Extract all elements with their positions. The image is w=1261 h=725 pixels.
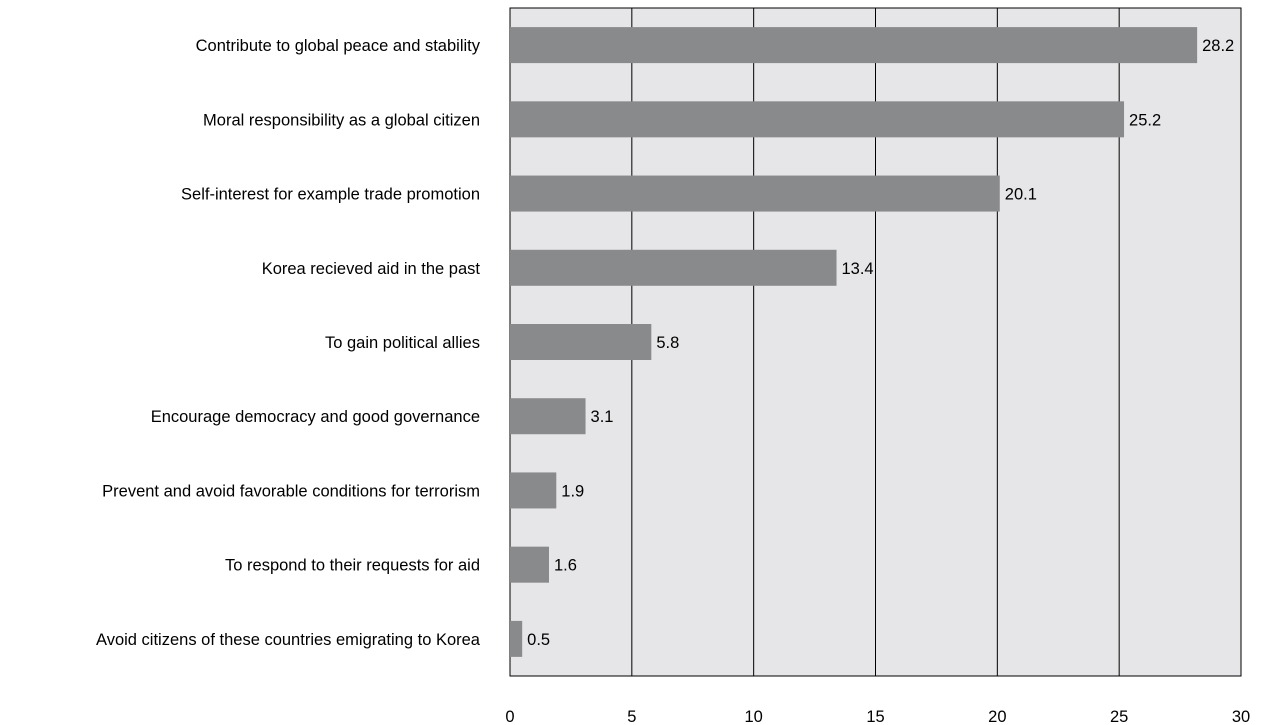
bar: [510, 175, 1000, 212]
category-label: Contribute to global peace and stability: [196, 37, 481, 55]
bar: [510, 27, 1198, 64]
bar: [510, 546, 549, 583]
category-label: Encourage democracy and good governance: [151, 408, 480, 426]
x-tick-label: 30: [1232, 708, 1250, 725]
x-tick-label: 0: [505, 708, 514, 725]
value-label: 13.4: [842, 260, 874, 278]
category-label: Self-interest for example trade promotio…: [181, 186, 480, 204]
value-label: 0.5: [527, 631, 550, 649]
category-labels: Contribute to global peace and stability…: [96, 37, 481, 649]
category-label: Avoid citizens of these countries emigra…: [96, 631, 481, 649]
value-label: 25.2: [1129, 111, 1161, 129]
x-tick-label: 20: [988, 708, 1006, 725]
bars: [510, 27, 1198, 657]
x-tick-label: 15: [866, 708, 884, 725]
category-label: Korea recieved aid in the past: [262, 260, 481, 278]
bar: [510, 249, 837, 286]
category-label: To respond to their requests for aid: [225, 557, 480, 575]
category-label: Moral responsibility as a global citizen: [203, 111, 480, 129]
value-label: 1.6: [554, 557, 577, 575]
value-label: 28.2: [1202, 37, 1234, 55]
x-axis-tick-labels: 0 5 10 15 20 25 30: [505, 708, 1250, 725]
value-label: 3.1: [591, 408, 614, 426]
value-label: 20.1: [1005, 186, 1037, 204]
category-label: Prevent and avoid favorable conditions f…: [102, 482, 480, 500]
category-label: To gain political allies: [325, 334, 480, 352]
x-tick-label: 5: [627, 708, 636, 725]
value-label: 5.8: [656, 334, 679, 352]
bar: [510, 398, 586, 435]
bar: [510, 620, 523, 657]
value-labels: 28.2 25.2 20.1 13.4 5.8 3.1 1.9 1.6 0.5: [527, 37, 1234, 649]
x-tick-label: 10: [744, 708, 762, 725]
bar: [510, 324, 652, 360]
bar: [510, 101, 1125, 138]
value-label: 1.9: [561, 482, 584, 500]
bar: [510, 472, 557, 509]
x-tick-label: 25: [1110, 708, 1128, 725]
